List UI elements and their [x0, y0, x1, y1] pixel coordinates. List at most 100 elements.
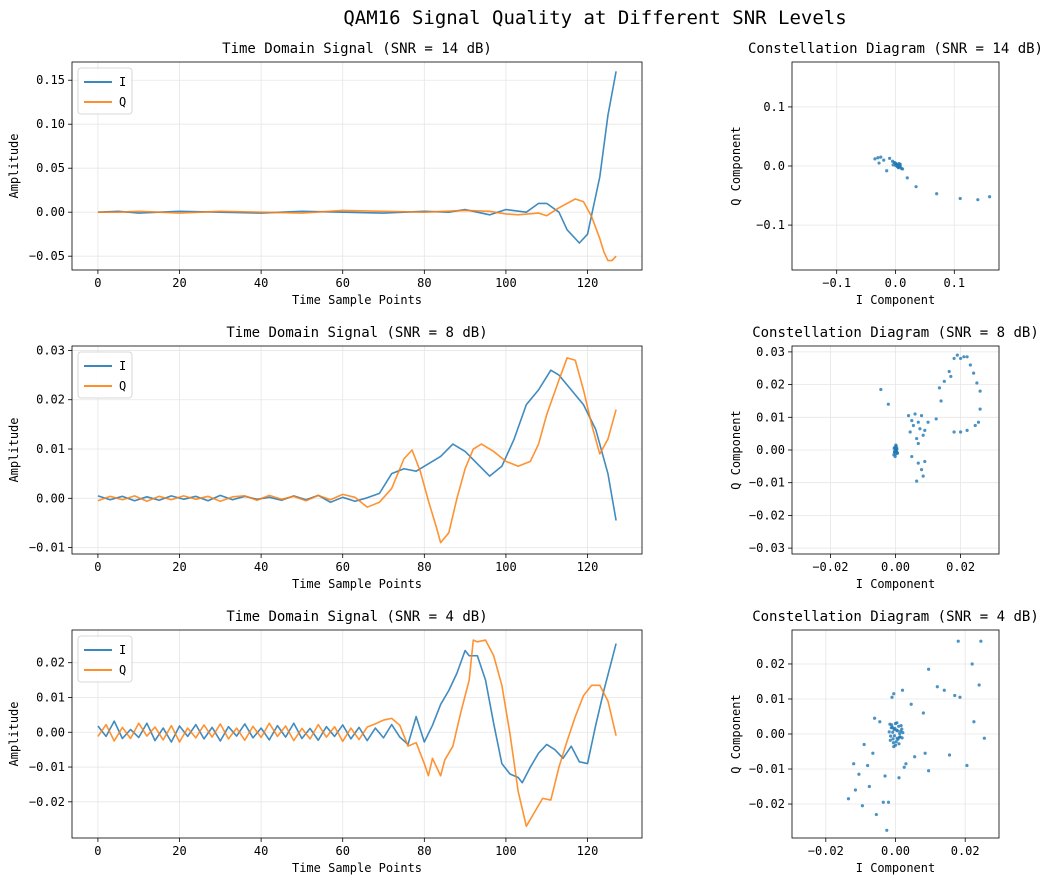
const-14db-y-tick-label: 0.1: [763, 100, 785, 114]
const-14db-point: [879, 155, 883, 159]
const-4db-point: [872, 716, 877, 720]
const-4db-point: [893, 726, 897, 731]
const-8db-point: [908, 430, 912, 434]
const-4db-point: [890, 695, 894, 699]
time-8db-x-tick-label: 20: [172, 560, 186, 574]
const-8db-point: [916, 420, 920, 424]
time-14db-data: [97, 71, 617, 262]
time-8db-legend-label-i: I: [119, 359, 126, 373]
time-8db-x-tick-label: 60: [335, 560, 349, 574]
time-4db-y-tick-label: −0.01: [29, 760, 65, 774]
const-4db-point: [892, 692, 896, 696]
time-4db-x-tick-label: 0: [94, 844, 101, 858]
const-14db-point: [914, 185, 918, 189]
const-4db-point: [883, 774, 887, 778]
const-4db-point: [867, 784, 871, 789]
const-8db-point: [892, 450, 897, 454]
const-4db-point: [956, 639, 960, 643]
const-4db-point: [965, 763, 969, 768]
const-8db-x-tick-label: 0.00: [881, 560, 910, 574]
const-4db-point: [892, 734, 897, 738]
const-4db-point: [895, 721, 899, 725]
const-8db-axes: −0.02 0.00 0.02 −0.03 −0.02 −0.01 0.00 0.01 0.02…: [729, 325, 1039, 591]
const-4db-point: [895, 729, 900, 733]
const-4db-point: [972, 720, 976, 724]
const-4db-point: [935, 685, 939, 689]
time-4db-y-tick-label: 0.02: [36, 656, 65, 670]
time-14db-x-tick-label: 60: [335, 276, 349, 290]
const-4db-point: [889, 734, 893, 738]
const-4db-point: [874, 812, 878, 817]
const-8db-point: [934, 417, 938, 421]
const-8db-point: [965, 428, 969, 432]
time-8db-legend-label-q: Q: [119, 379, 126, 393]
const-4db-point: [878, 720, 882, 724]
time-8db-x-tick-label: 80: [417, 560, 431, 574]
const-8db-point: [947, 369, 951, 374]
const-8db-point: [942, 379, 946, 383]
time-14db-legend-label-i: I: [119, 75, 126, 89]
const-4db-point: [897, 742, 901, 746]
const-4db-point: [885, 828, 889, 832]
const-4db-point: [881, 800, 885, 804]
const-4db-point: [900, 688, 905, 692]
time-14db-y-label: Amplitude: [7, 133, 21, 198]
const-8db-point: [973, 423, 977, 428]
const-8db-y-label: Q Component: [729, 410, 743, 489]
const-4db-point: [970, 662, 974, 666]
time-4db-y-tick-label: 0.00: [36, 725, 65, 739]
const-4db-y-tick-label: 0.01: [756, 692, 785, 706]
const-8db-point: [923, 428, 927, 432]
time-14db-x-tick-label: 100: [495, 276, 517, 290]
const-8db-point: [916, 461, 920, 465]
time-4db-x-label: Time Sample Points: [292, 861, 422, 875]
const-14db-x-tick-label: 0.0: [885, 276, 907, 290]
const-8db-point: [886, 402, 890, 406]
const-8db-point: [919, 414, 924, 418]
const-8db-point: [937, 386, 942, 390]
const-4db-point: [902, 765, 906, 769]
const-8db-point: [958, 430, 963, 434]
const-14db-point: [900, 167, 905, 171]
const-4db-point: [860, 804, 864, 808]
const-8db-y-tick-label: 0.03: [756, 345, 785, 359]
const-4db-point: [953, 693, 957, 698]
const-4db-point: [857, 772, 861, 776]
time-4db-x-tick-label: 20: [172, 844, 186, 858]
const-4db-point: [871, 751, 875, 755]
time-4db-legend: IQ: [77, 635, 133, 683]
const-4db-y-label: Q Component: [729, 694, 743, 773]
time-14db-y-tick-label: 0.15: [36, 73, 65, 87]
time-4db-series-q-line: [97, 639, 617, 827]
time-4db-axes: 0 20 40 60 80 100 120 −0.02 −0.01 0.00 0.01 0.02 Tim…: [7, 609, 643, 875]
const-8db-point: [911, 423, 916, 428]
const-4db-point: [852, 762, 856, 766]
const-4db-x-tick-label: 0.00: [881, 844, 910, 858]
const-4db-point: [892, 745, 896, 749]
time-14db-x-tick-label: 40: [254, 276, 268, 290]
const-4db-point: [921, 711, 925, 715]
const-8db-y-tick-label: 0.00: [756, 443, 785, 457]
const-14db-point: [877, 161, 881, 165]
const-8db-point: [962, 355, 966, 359]
const-8db-y-tick-label: −0.02: [749, 508, 785, 522]
const-14db-x-tick-label: 0.1: [943, 276, 965, 290]
const-14db-y-tick-label: 0.0: [763, 159, 785, 173]
const-8db-x-tick-label: 0.02: [946, 560, 975, 574]
const-4db-point: [891, 730, 895, 734]
const-8db-point: [895, 446, 899, 450]
const-4db-point: [891, 741, 896, 745]
const-8db-point: [910, 454, 914, 459]
const-8db-point: [952, 430, 956, 434]
const-4db-point: [862, 742, 866, 747]
time-14db-y-tick-label: 0.00: [36, 205, 65, 219]
const-14db-data: [873, 155, 992, 202]
const-4db-y-tick-label: −0.01: [749, 762, 785, 776]
const-8db-data: [879, 353, 982, 483]
time-14db-legend: IQ: [77, 67, 133, 115]
const-14db-x-tick-label: −0.1: [822, 276, 851, 290]
time-14db-x-tick-label: 0: [94, 276, 101, 290]
const-4db-data: [846, 639, 986, 832]
time-8db-title: Time Domain Signal (SNR = 8 dB): [226, 325, 487, 341]
